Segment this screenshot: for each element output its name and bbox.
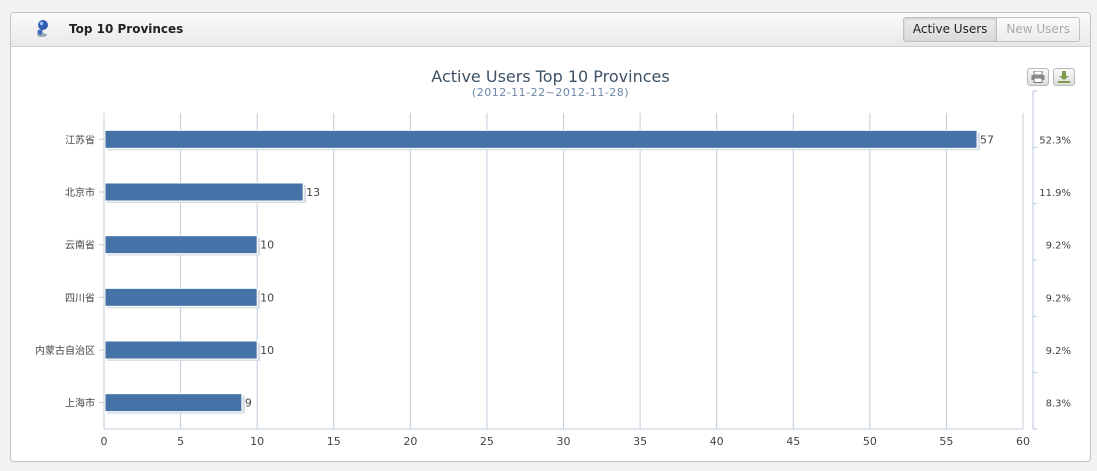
chart-title: Active Users Top 10 Provinces xyxy=(431,67,670,86)
bar xyxy=(104,393,243,413)
download-button[interactable] xyxy=(1053,68,1075,86)
category-label: 江苏省 xyxy=(65,133,95,146)
x-tick-label: 0 xyxy=(101,435,108,448)
value-label: 10 xyxy=(260,239,274,252)
download-icon xyxy=(1058,71,1070,83)
print-icon xyxy=(1031,71,1045,83)
value-label: 57 xyxy=(980,133,994,146)
x-tick-label: 20 xyxy=(403,435,417,448)
print-button[interactable] xyxy=(1027,68,1049,86)
x-tick-label: 55 xyxy=(939,435,953,448)
x-tick-label: 10 xyxy=(250,435,264,448)
bar xyxy=(104,129,978,149)
tab-active-users[interactable]: Active Users xyxy=(903,18,998,41)
value-label: 9 xyxy=(245,397,252,410)
percentage-label: 8.3% xyxy=(1046,399,1071,410)
top-provinces-panel: Top 10 Provinces Active Users New Users … xyxy=(10,12,1091,462)
value-label: 10 xyxy=(260,344,274,357)
percentage-label: 9.2% xyxy=(1046,346,1071,357)
category-label: 上海市 xyxy=(65,397,95,410)
value-label: 13 xyxy=(306,186,320,199)
x-tick-label: 5 xyxy=(177,435,184,448)
category-label: 内蒙古自治区 xyxy=(35,344,95,357)
x-tick-label: 15 xyxy=(327,435,341,448)
category-label: 北京市 xyxy=(65,186,95,199)
percentage-label: 9.2% xyxy=(1046,293,1071,304)
pushpin-icon xyxy=(37,20,48,37)
bar xyxy=(104,340,258,360)
x-tick-label: 30 xyxy=(557,435,571,448)
x-tick-label: 45 xyxy=(786,435,800,448)
bar xyxy=(104,235,258,255)
bar xyxy=(104,182,304,202)
bar-chart: 0 5 10 15 20 25 30 35 40 45 50 55 60 江苏省 57 52.3% 北京市 13 1… xyxy=(35,90,1071,448)
panel-header: Top 10 Provinces Active Users New Users xyxy=(11,13,1090,47)
x-tick-label: 40 xyxy=(710,435,724,448)
percentage-label: 52.3% xyxy=(1039,135,1071,146)
percentage-label: 9.2% xyxy=(1046,241,1071,252)
value-label: 10 xyxy=(260,291,274,304)
x-tick-label: 35 xyxy=(633,435,647,448)
category-label: 四川省 xyxy=(65,291,95,304)
chart-subtitle: (2012-11-22~2012-11-28) xyxy=(471,86,630,99)
category-label: 云南省 xyxy=(65,239,95,252)
tab-new-users[interactable]: New Users xyxy=(997,18,1079,41)
x-tick-label: 25 xyxy=(480,435,494,448)
x-tick-label: 50 xyxy=(863,435,877,448)
bar xyxy=(104,287,258,307)
x-tick-label: 60 xyxy=(1016,435,1030,448)
metric-tab-group: Active Users New Users xyxy=(902,17,1080,42)
percentage-label: 11.9% xyxy=(1039,188,1071,199)
panel-title: Top 10 Provinces xyxy=(69,22,184,36)
